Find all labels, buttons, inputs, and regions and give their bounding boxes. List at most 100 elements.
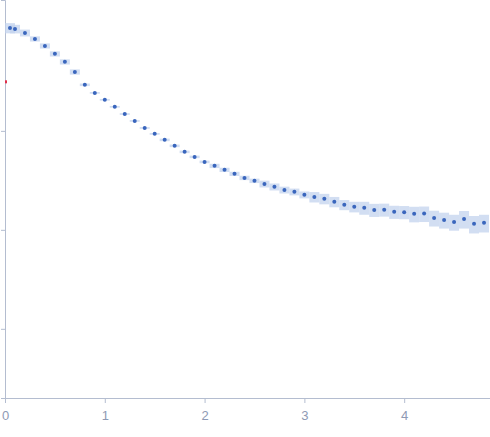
point — [83, 83, 87, 87]
point — [13, 27, 17, 31]
x-tick-label: 2 — [201, 408, 208, 423]
point — [382, 208, 386, 212]
point — [153, 132, 157, 136]
error-band — [309, 192, 319, 202]
series — [5, 23, 489, 233]
point — [93, 91, 97, 95]
point — [73, 70, 77, 74]
point — [412, 212, 416, 216]
x-tick-mark — [304, 398, 305, 403]
error-band — [449, 215, 459, 231]
error-band — [469, 216, 479, 233]
point — [8, 26, 12, 30]
point — [233, 172, 237, 176]
point — [143, 126, 147, 130]
x-tick: 0 — [2, 398, 9, 423]
error-band — [40, 43, 50, 48]
point — [422, 212, 426, 216]
y-tick — [1, 230, 5, 231]
x-tick-label: 4 — [401, 408, 408, 423]
error-band — [459, 211, 469, 229]
point — [53, 52, 57, 56]
point — [63, 60, 67, 64]
error-band — [230, 172, 240, 176]
point — [23, 31, 27, 35]
point — [282, 188, 286, 192]
x-tick-label: 3 — [301, 408, 308, 423]
point — [372, 208, 376, 212]
error-band — [429, 211, 439, 227]
error-band — [70, 69, 80, 74]
error-band — [299, 192, 309, 199]
x-tick-mark — [205, 398, 206, 403]
point — [103, 98, 107, 102]
y-tick-mark — [1, 230, 5, 231]
point — [332, 200, 336, 204]
marks — [5, 23, 489, 233]
y-tick — [1, 131, 5, 132]
y-axis-line — [1, 1, 6, 399]
x-tick-mark — [105, 398, 106, 403]
x-tick-label: 0 — [2, 408, 9, 423]
error-band — [259, 181, 269, 188]
point — [342, 203, 346, 207]
plot: 0 1 2 3 4 — [1, 1, 490, 424]
error-band — [20, 30, 30, 37]
point — [33, 37, 37, 41]
point — [252, 179, 256, 183]
error-band — [279, 187, 289, 194]
error-band — [339, 200, 349, 210]
point — [163, 138, 167, 142]
series — [5, 80, 7, 83]
error-band — [359, 202, 369, 215]
error-band — [379, 204, 389, 217]
point — [432, 216, 436, 220]
error-band — [269, 183, 279, 190]
error-band — [220, 168, 230, 172]
point — [482, 221, 486, 225]
error-band — [249, 179, 259, 183]
error-band — [289, 189, 299, 196]
error-band — [319, 194, 329, 204]
error-band — [329, 197, 339, 207]
point — [442, 218, 446, 222]
point — [292, 190, 296, 194]
x-tick-label: 1 — [102, 408, 109, 423]
point — [402, 210, 406, 214]
error-band — [210, 164, 220, 168]
point — [272, 185, 276, 189]
point — [203, 160, 207, 164]
point — [322, 197, 326, 201]
point — [133, 119, 137, 123]
error-band — [389, 206, 399, 219]
point — [452, 220, 456, 224]
point — [312, 195, 316, 199]
x-tick: 2 — [201, 398, 208, 423]
error-band — [439, 213, 449, 229]
point — [5, 80, 7, 83]
error-band — [419, 207, 429, 222]
x-tick: 1 — [102, 398, 109, 423]
x-axis-line — [6, 399, 490, 404]
point — [302, 193, 306, 197]
point — [362, 206, 366, 210]
point — [262, 182, 266, 186]
point — [213, 164, 217, 168]
point — [193, 155, 197, 159]
point — [243, 176, 247, 180]
x-tick: 4 — [401, 398, 408, 423]
y-tick-mark — [1, 329, 5, 330]
error-band — [479, 215, 489, 233]
error-band — [30, 36, 40, 41]
error-band — [349, 202, 359, 213]
point — [183, 150, 187, 154]
chart: 0 1 2 3 4 — [0, 0, 490, 437]
error-band — [369, 204, 379, 217]
error-band — [240, 176, 250, 180]
point — [123, 112, 127, 116]
point — [223, 168, 227, 172]
y-tick-mark — [1, 131, 5, 132]
error-band — [60, 59, 70, 64]
point — [472, 222, 476, 226]
error-band — [409, 207, 419, 223]
